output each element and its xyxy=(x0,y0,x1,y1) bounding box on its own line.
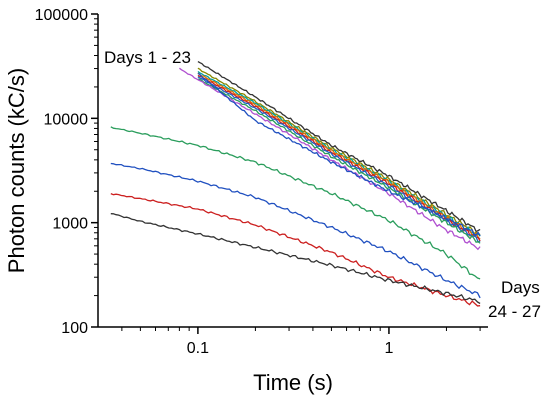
series-line xyxy=(179,67,481,251)
series-line xyxy=(197,78,481,244)
x-axis-title: Time (s) xyxy=(253,370,333,395)
annotation-days-24-27-line2: 24 - 27 xyxy=(488,302,541,321)
ticks-layer: 100 1000 10000 100000 0.1 1 xyxy=(35,7,481,357)
series-line xyxy=(110,126,481,280)
axes-layer xyxy=(97,14,488,328)
annotation-days-1-23: Days 1 - 23 xyxy=(104,48,191,67)
series-line xyxy=(110,162,481,299)
y-tick-label: 1000 xyxy=(52,216,88,233)
x-tick-label: 1 xyxy=(384,340,393,357)
series-line xyxy=(197,61,481,233)
series-line xyxy=(197,67,481,236)
y-tick-label: 100 xyxy=(61,320,88,337)
annotation-days-24-27-line1: Days xyxy=(501,278,540,297)
x-tick-label: 0.1 xyxy=(187,340,209,357)
y-tick-label: 100000 xyxy=(35,7,88,24)
series-line xyxy=(110,213,481,305)
series-layer xyxy=(110,61,481,307)
series-line xyxy=(197,76,481,244)
y-tick-label: 10000 xyxy=(44,111,89,128)
series-line xyxy=(197,72,481,237)
annotation-layer: Days 1 - 23 Days 24 - 27 xyxy=(104,48,541,321)
y-axis-title: Photon counts (kC/s) xyxy=(4,68,29,273)
